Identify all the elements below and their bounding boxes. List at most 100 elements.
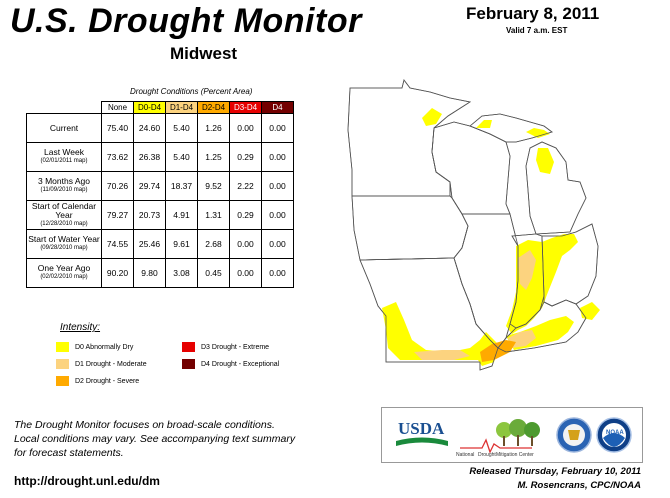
table-row: Start of Calendar Year (12/28/2010 map) 79… <box>26 200 294 230</box>
table-cell: 20.73 <box>133 200 166 230</box>
ndmc-text: National <box>456 452 474 458</box>
row-label-text: One Year Ago <box>37 263 91 273</box>
valid-time: Valid 7 a.m. EST <box>506 26 568 35</box>
state-iowa <box>351 195 469 261</box>
row-label-date: (09/28/2010 map) <box>40 245 88 251</box>
table-cell: 3.08 <box>165 258 198 288</box>
table-cell: 4.91 <box>165 200 198 230</box>
legend-title: Intensity: <box>60 322 101 333</box>
table-caption: Drought Conditions (Percent Area) <box>130 87 253 96</box>
legend-item-d2: D2 Drought - Severe <box>56 376 139 386</box>
legend-label: D0 Abnormally Dry <box>75 343 134 351</box>
row-label-text: 3 Months Ago <box>38 176 90 186</box>
table-cell: 25.46 <box>133 229 166 259</box>
table-row: 3 Months Ago (11/09/2010 map) 70.26 29.74 18… <box>26 171 294 201</box>
legend-item-d4: D4 Drought - Exceptional <box>182 359 279 369</box>
column-header: D0-D4 <box>133 101 166 114</box>
table-cell: 26.38 <box>133 142 166 172</box>
column-header: D1-D4 <box>165 101 198 114</box>
legend-item-d1: D1 Drought - Moderate <box>56 359 147 369</box>
d0-area-michigan-up <box>476 120 492 128</box>
legend-swatch <box>56 376 69 386</box>
table-cell: 74.55 <box>101 229 134 259</box>
ndmc-logo: National Drought Mitigation Center <box>456 419 540 458</box>
row-label: Start of Calendar Year (12/28/2010 map) <box>26 200 102 230</box>
website-url[interactable]: http://drought.unl.edu/dm <box>14 474 160 488</box>
footnote: The Drought Monitor focuses on broad-sca… <box>14 418 295 460</box>
release-info: Released Thursday, February 10, 2011 M. … <box>435 465 641 493</box>
row-label-date: (02/02/2010 map) <box>40 274 88 280</box>
d1-area-missouri-south <box>414 350 470 360</box>
table-cell: 9.61 <box>165 229 198 259</box>
table-row: Start of Water Year (09/28/2010 map) 74.55… <box>26 229 294 259</box>
drought-areas <box>382 108 600 366</box>
legend-label: D2 Drought - Severe <box>75 377 140 385</box>
table-cell: 0.00 <box>261 171 294 201</box>
table-cell: 73.62 <box>101 142 134 172</box>
table-cell: 2.68 <box>197 229 230 259</box>
state-michigan-lp <box>525 141 587 235</box>
row-label-date: (12/28/2010 map) <box>40 220 88 227</box>
usda-logo: USDA <box>396 419 448 446</box>
table-cell: 0.29 <box>229 142 262 172</box>
table-cell: 24.60 <box>133 113 166 143</box>
table-cell: 5.40 <box>165 142 198 172</box>
map-date: February 8, 2011 <box>466 4 600 23</box>
d1-area-illinois <box>518 250 536 290</box>
column-header: D2-D4 <box>197 101 230 114</box>
d0-area-michigan-upper <box>526 128 550 138</box>
author-credit: M. Rosencrans, CPC/NOAA <box>517 480 641 491</box>
d0-area-minnesota-ne <box>422 108 442 126</box>
row-label-date: (11/09/2010 map) <box>40 187 88 193</box>
row-label: Last Week (02/01/2011 map) <box>26 142 102 172</box>
d0-area-ohio-se <box>580 302 600 320</box>
table-cell: 9.80 <box>133 258 166 288</box>
table-cell: 0.00 <box>261 229 294 259</box>
release-date: Released Thursday, February 10, 2011 <box>469 466 641 477</box>
table-cell: 0.00 <box>229 229 262 259</box>
legend-swatch <box>182 342 195 352</box>
commerce-seal-icon <box>556 417 592 453</box>
table-cell: 0.00 <box>261 113 294 143</box>
ndmc-text: Mitigation Center <box>496 452 534 458</box>
table-row: One Year Ago (02/02/2010 map) 90.20 9.80 3.0… <box>26 258 294 288</box>
table-cell: 90.20 <box>101 258 134 288</box>
legend-label: D3 Drought - Extreme <box>201 343 270 351</box>
column-header: None <box>101 101 134 114</box>
table-cell: 29.74 <box>133 171 166 201</box>
region-name: Midwest <box>170 44 238 63</box>
table-row: Last Week (02/01/2011 map) 73.62 26.38 5.40 1… <box>26 142 294 172</box>
row-label: One Year Ago (02/02/2010 map) <box>26 258 102 288</box>
table-cell: 5.40 <box>165 113 198 143</box>
footnote-line: Local conditions may vary. See accompany… <box>14 433 296 445</box>
legend-swatch <box>56 342 69 352</box>
map-title: U.S. Drought Monitor <box>10 2 362 40</box>
row-label: 3 Months Ago (11/09/2010 map) <box>26 171 102 201</box>
table-cell: 0.00 <box>261 200 294 230</box>
footnote-line: The Drought Monitor focuses on broad-sca… <box>14 419 275 431</box>
table-cell: 0.00 <box>261 142 294 172</box>
usda-logo-text: USDA <box>398 419 445 438</box>
footnote-line: for forecast statements. <box>14 447 124 459</box>
table-row: Current 75.40 24.60 5.40 1.26 0.00 0.00 <box>26 113 294 143</box>
d0-area-michigan-lower <box>536 148 554 174</box>
legend-swatch <box>56 359 69 369</box>
column-header: D4 <box>261 101 294 114</box>
row-label: Current <box>26 113 102 143</box>
legend-swatch <box>182 359 195 369</box>
legend-item-d0: D0 Abnormally Dry <box>56 342 133 352</box>
table-cell: 0.29 <box>229 200 262 230</box>
table-cell: 0.00 <box>229 113 262 143</box>
midwest-drought-map <box>347 79 600 371</box>
table-cell: 0.00 <box>261 258 294 288</box>
legend-label: D1 Drought - Moderate <box>75 360 147 368</box>
partner-logos: USDA National Drought Mitigation Center <box>381 407 643 463</box>
table-cell: 0.00 <box>229 258 262 288</box>
ndmc-text: Drought <box>478 452 496 458</box>
noaa-logo-text: NOAA <box>606 430 624 436</box>
row-label-text: Start of Calendar Year <box>31 200 97 220</box>
table-cell: 2.22 <box>229 171 262 201</box>
table-cell: 79.27 <box>101 200 134 230</box>
drought-conditions-table: None D0-D4 D1-D4 D2-D4 D3-D4 D4 Current 7… <box>26 101 294 288</box>
table-cell: 75.40 <box>101 113 134 143</box>
